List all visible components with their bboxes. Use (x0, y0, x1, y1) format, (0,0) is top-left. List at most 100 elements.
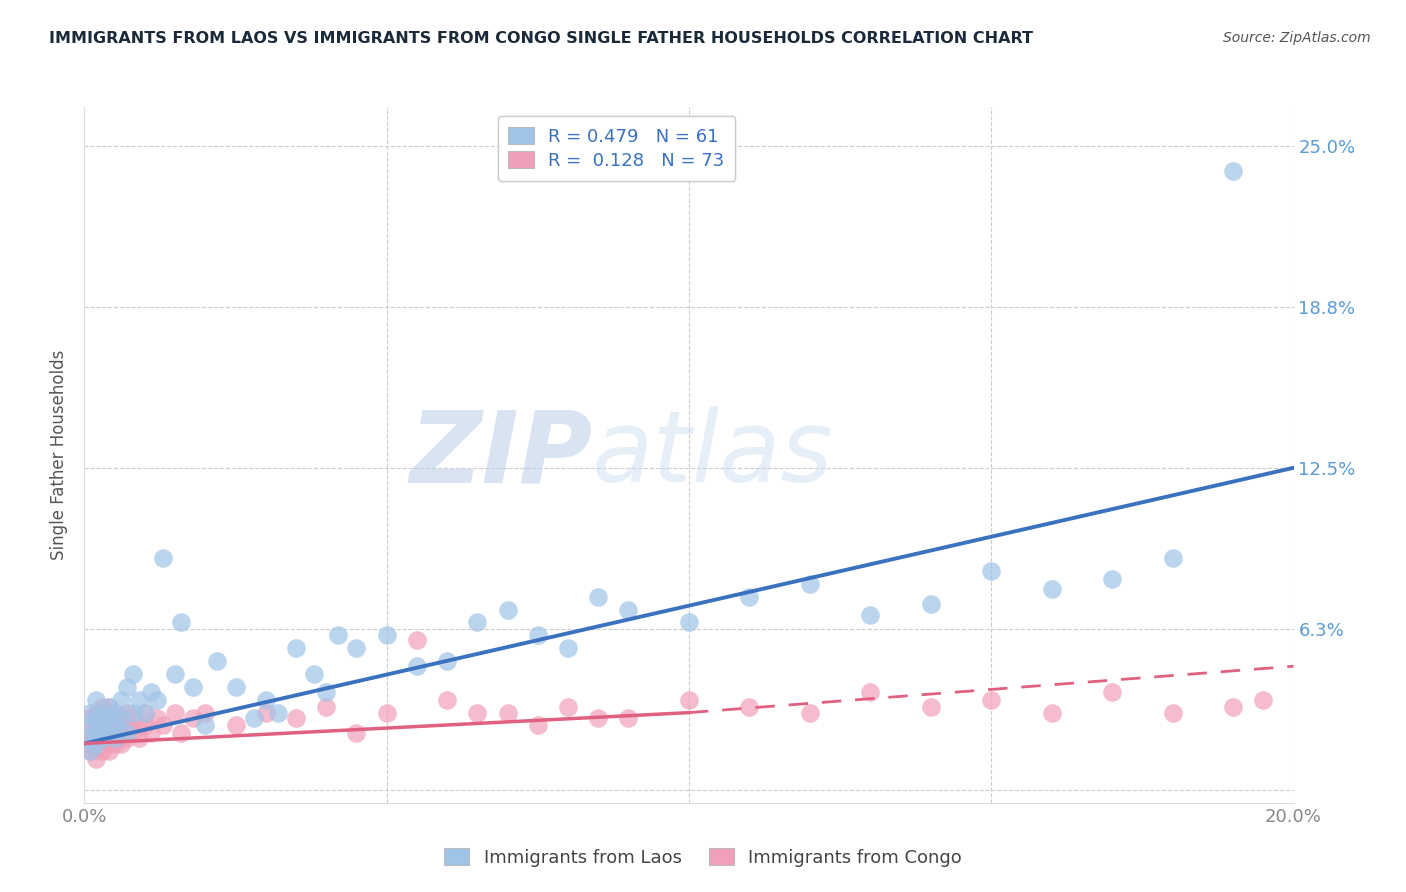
Point (302, 667, 325, 681)
Point (86, 752, 108, 766)
Point (86, 711, 108, 725)
Point (115, 680, 138, 694)
Point (557, 700, 579, 714)
Point (110, 711, 132, 725)
Point (146, 711, 169, 725)
Point (859, 685, 882, 699)
Point (86, 726, 108, 740)
Point (1161, 551, 1184, 566)
Point (285, 711, 308, 725)
Point (79, 744, 101, 758)
Point (104, 718, 127, 732)
Point (97, 731, 120, 746)
Point (91, 731, 114, 746)
Point (104, 731, 127, 746)
Point (980, 692, 1002, 706)
Point (346, 726, 368, 740)
Point (97, 711, 120, 725)
Text: Source: ZipAtlas.com: Source: ZipAtlas.com (1223, 31, 1371, 45)
Point (86, 737, 108, 751)
Point (467, 706, 489, 720)
Point (1101, 685, 1123, 699)
Point (79, 726, 101, 740)
Point (1040, 706, 1063, 720)
Point (115, 706, 138, 720)
Point (738, 590, 761, 604)
Point (86, 692, 108, 706)
Point (91, 706, 114, 720)
Point (799, 576, 821, 591)
Point (104, 726, 127, 740)
Point (121, 726, 143, 740)
Point (110, 711, 132, 725)
Point (165, 706, 187, 720)
Point (436, 654, 458, 668)
Point (86, 741, 108, 756)
Point (467, 615, 489, 630)
Point (79, 731, 101, 746)
Point (1161, 706, 1184, 720)
Text: ZIP: ZIP (409, 407, 592, 503)
Point (375, 628, 398, 642)
Point (242, 711, 264, 725)
Point (110, 726, 132, 740)
Point (110, 737, 132, 751)
Point (128, 718, 150, 732)
Point (115, 726, 138, 740)
Text: atlas: atlas (592, 407, 834, 503)
Point (527, 628, 550, 642)
Point (375, 706, 398, 720)
Text: IMMIGRANTS FROM LAOS VS IMMIGRANTS FROM CONGO SINGLE FATHER HOUSEHOLDS CORRELATI: IMMIGRANTS FROM LAOS VS IMMIGRANTS FROM … (49, 31, 1033, 46)
Point (79, 718, 101, 732)
Point (86, 718, 108, 732)
Point (170, 615, 193, 630)
Point (285, 641, 308, 656)
Point (678, 615, 700, 630)
Point (97, 711, 120, 725)
Point (97, 726, 120, 740)
Point (207, 654, 229, 668)
Point (406, 659, 429, 673)
Point (79, 711, 101, 725)
Point (267, 706, 290, 720)
Point (121, 711, 143, 725)
Point (91, 700, 114, 714)
Point (79, 731, 101, 746)
Point (97, 700, 120, 714)
Point (436, 692, 458, 706)
Point (97, 700, 120, 714)
Point (146, 692, 169, 706)
Point (121, 667, 143, 681)
Point (1222, 164, 1244, 178)
Point (225, 680, 247, 694)
Point (406, 633, 429, 648)
Point (980, 564, 1002, 578)
Point (859, 607, 882, 622)
Point (496, 602, 519, 616)
Point (91, 718, 114, 732)
Y-axis label: Single Father Households: Single Father Households (51, 350, 69, 560)
Point (557, 641, 579, 656)
Point (920, 598, 942, 612)
Point (194, 706, 217, 720)
Point (588, 711, 610, 725)
Legend: R = 0.479   N = 61, R =  0.128   N = 73: R = 0.479 N = 61, R = 0.128 N = 73 (498, 116, 735, 181)
Point (315, 685, 337, 699)
Point (346, 641, 368, 656)
Point (134, 718, 156, 732)
Point (588, 590, 610, 604)
Point (97, 718, 120, 732)
Point (86, 711, 108, 725)
Point (617, 711, 640, 725)
Point (170, 726, 193, 740)
Point (86, 737, 108, 751)
Point (91, 726, 114, 740)
Point (181, 680, 204, 694)
Point (165, 667, 187, 681)
Point (91, 744, 114, 758)
Point (86, 726, 108, 740)
Point (152, 551, 174, 566)
Point (79, 744, 101, 758)
Point (97, 737, 120, 751)
Point (115, 718, 138, 732)
